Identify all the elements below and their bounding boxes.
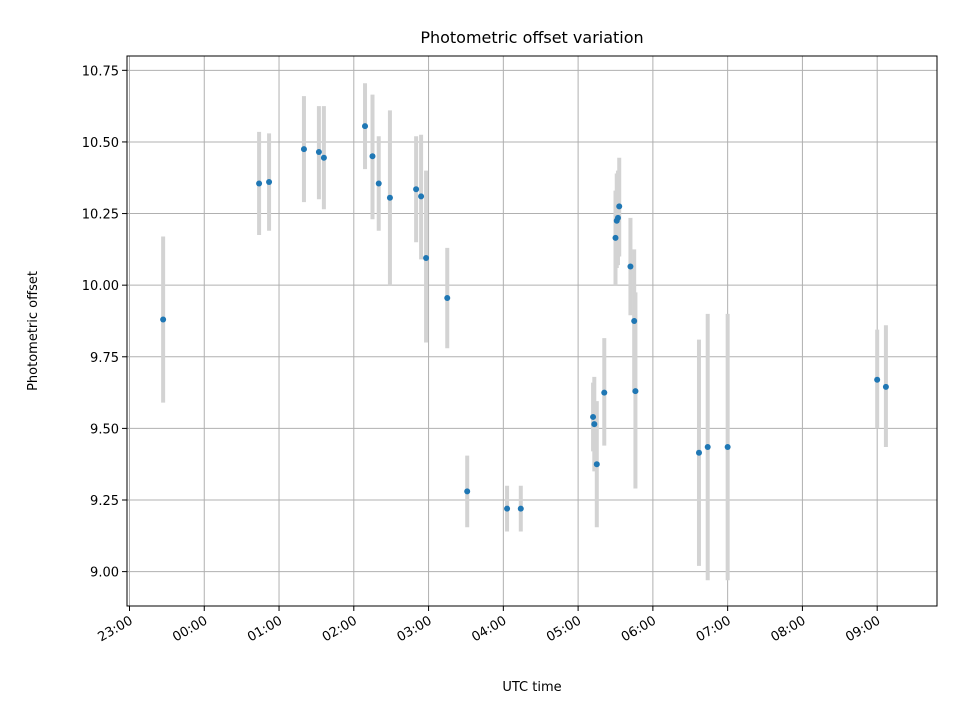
x-axis-ticks: 23:00 00:00 01:00 02:00 03:00 04:00 05:00 06:00… bbox=[96, 606, 883, 645]
chart-title: Photometric offset variation bbox=[420, 28, 643, 47]
data-point bbox=[591, 421, 598, 428]
data-point bbox=[369, 153, 376, 160]
data-point bbox=[704, 444, 711, 451]
y-tick-label: 9.00 bbox=[90, 566, 119, 581]
data-point bbox=[627, 263, 634, 270]
y-tick-label: 9.50 bbox=[90, 422, 119, 437]
data-point bbox=[631, 317, 638, 324]
data-point bbox=[160, 316, 167, 323]
data-point bbox=[266, 179, 273, 186]
data-point bbox=[464, 488, 471, 495]
data-point bbox=[632, 388, 639, 395]
data-point bbox=[418, 193, 425, 200]
x-tick-label: 09:00 bbox=[843, 613, 883, 645]
y-tick-label: 10.25 bbox=[82, 208, 119, 223]
errorbars bbox=[161, 83, 888, 581]
x-tick-label: 23:00 bbox=[96, 613, 136, 645]
x-axis-label: UTC time bbox=[502, 680, 561, 695]
data-point bbox=[386, 194, 393, 201]
y-tick-label: 10.50 bbox=[82, 136, 119, 151]
x-tick-label: 05:00 bbox=[544, 613, 584, 645]
data-point bbox=[300, 146, 307, 153]
y-axis-label: Photometric offset bbox=[26, 271, 41, 391]
x-tick-label: 01:00 bbox=[245, 613, 285, 645]
y-tick-label: 9.75 bbox=[90, 351, 119, 366]
x-tick-label: 02:00 bbox=[320, 613, 360, 645]
data-point bbox=[256, 180, 263, 187]
data-points bbox=[160, 123, 889, 512]
data-point bbox=[413, 186, 420, 193]
x-tick-label: 07:00 bbox=[694, 613, 734, 645]
x-tick-label: 08:00 bbox=[768, 613, 808, 645]
grid bbox=[127, 56, 937, 606]
data-point bbox=[616, 203, 623, 210]
data-point bbox=[362, 123, 369, 130]
data-point bbox=[601, 389, 608, 396]
data-point bbox=[320, 154, 327, 161]
data-point bbox=[375, 180, 382, 187]
y-tick-label: 10.75 bbox=[82, 64, 119, 79]
x-tick-label: 00:00 bbox=[170, 613, 210, 645]
data-point bbox=[593, 461, 600, 468]
data-point bbox=[724, 444, 731, 451]
plot-frame bbox=[126, 55, 938, 607]
data-point bbox=[695, 449, 702, 456]
data-point bbox=[590, 413, 597, 420]
data-point bbox=[315, 148, 322, 155]
y-tick-label: 10.00 bbox=[82, 279, 119, 294]
y-axis-ticks: 9.00 9.25 9.50 9.75 10.00 10.25 10.50 10.75 bbox=[82, 64, 127, 581]
data-point bbox=[874, 376, 881, 383]
x-tick-label: 04:00 bbox=[469, 613, 509, 645]
data-point bbox=[444, 295, 451, 302]
data-point bbox=[612, 234, 619, 241]
data-point bbox=[614, 214, 621, 221]
x-tick-label: 03:00 bbox=[395, 613, 435, 645]
data-point bbox=[517, 505, 524, 512]
y-tick-label: 9.25 bbox=[90, 494, 119, 509]
x-tick-label: 06:00 bbox=[619, 613, 659, 645]
data-point bbox=[882, 383, 889, 390]
data-point bbox=[423, 254, 430, 261]
data-point bbox=[504, 505, 511, 512]
